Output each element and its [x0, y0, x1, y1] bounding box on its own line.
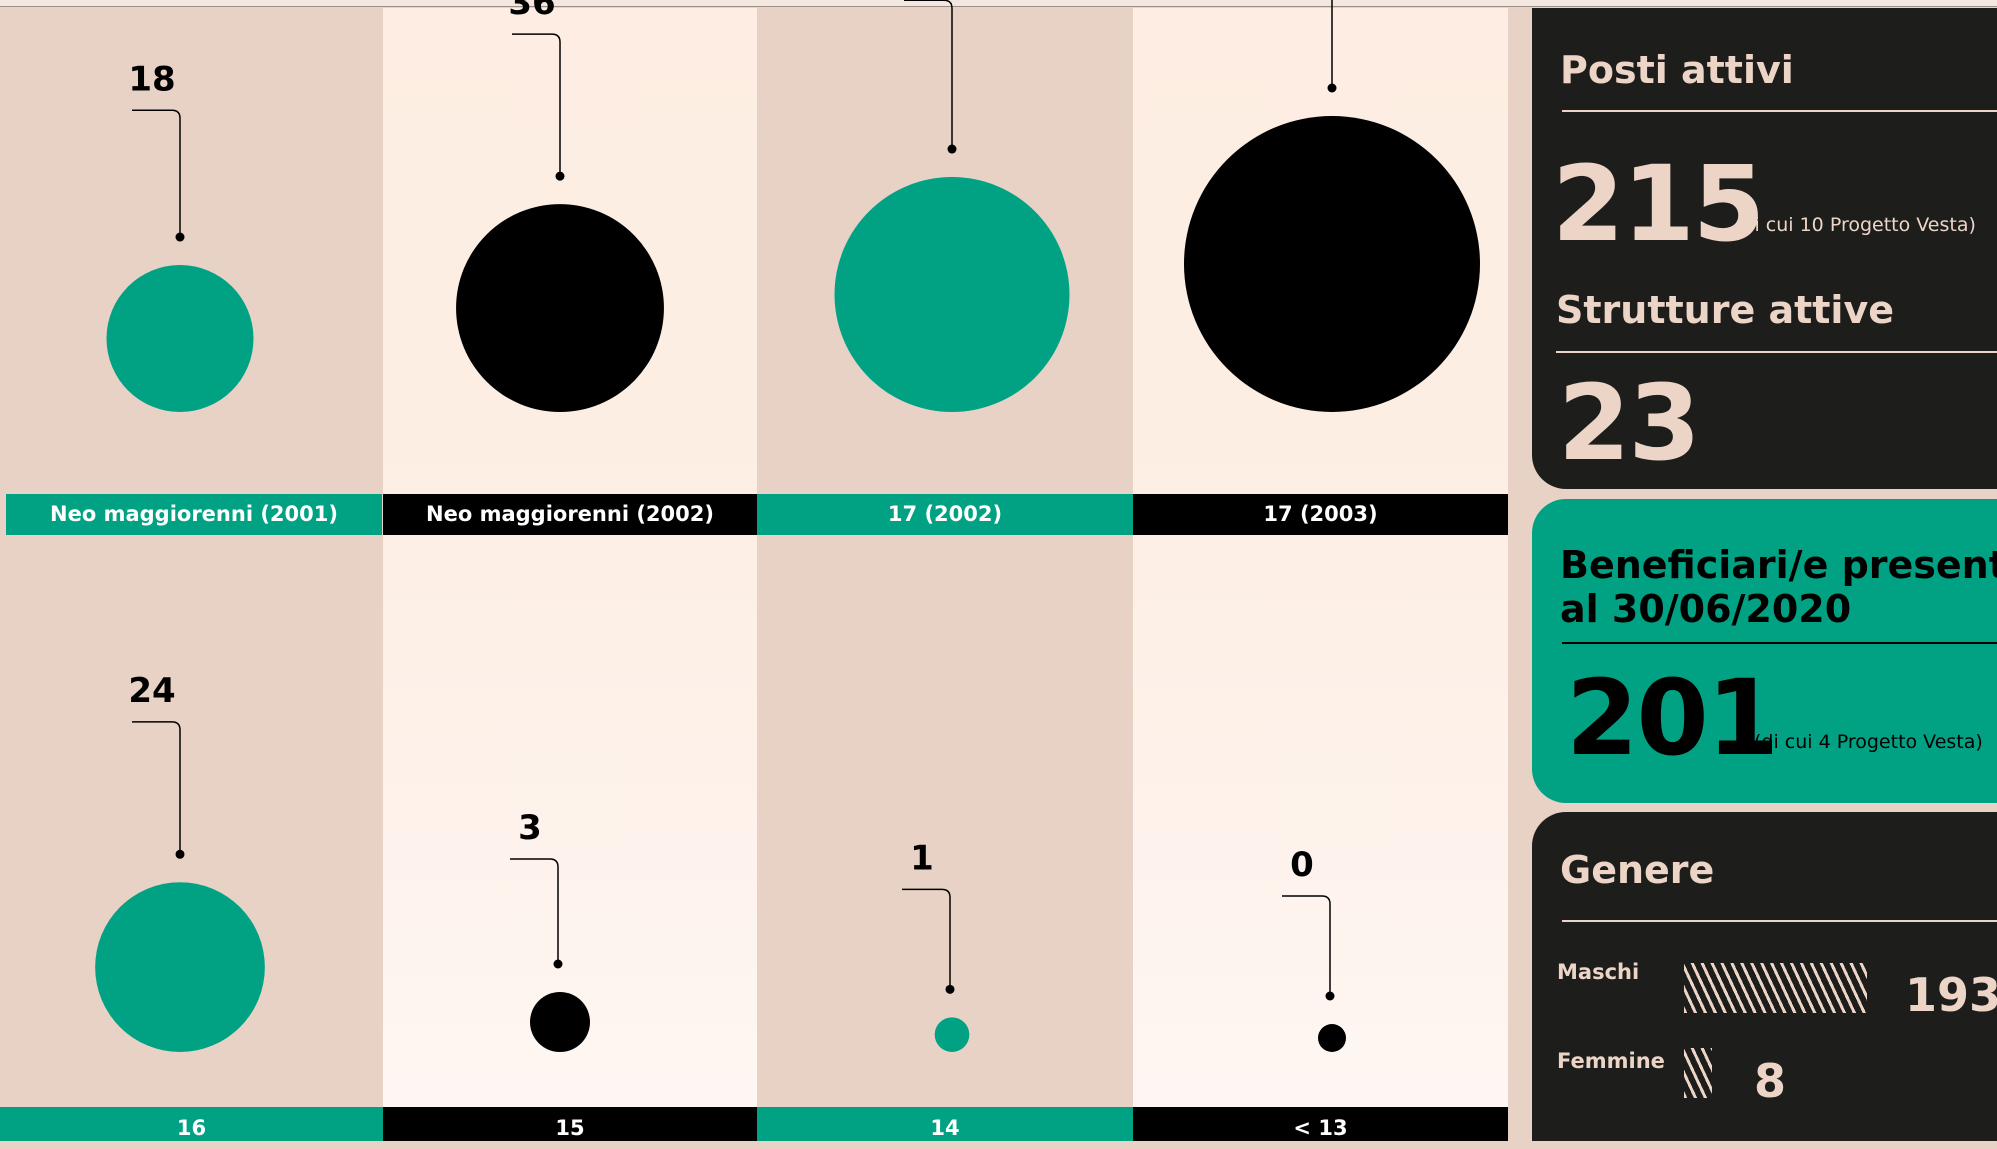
bubble-group: 3 [510, 808, 591, 1052]
posti-attivi-note: (di cui 10 Progetto Vesta) [1735, 214, 1976, 236]
category-label: 17 (2003) [1133, 494, 1508, 535]
leader-dot [175, 849, 185, 859]
leader-line [904, 0, 953, 150]
divider [1556, 351, 1997, 353]
top-border [0, 0, 1997, 7]
maschi-value: 193 [1905, 968, 1997, 1022]
bubble-group: 18 [106, 59, 254, 412]
bubble-group: 73 [1184, 0, 1480, 412]
beneficiari-panel: Beneficiari/e presenti al 30/06/2020 201… [1532, 499, 1997, 803]
bubble [934, 1017, 970, 1052]
leader-dot [553, 959, 563, 969]
strutture-attive-value: 23 [1558, 362, 1701, 484]
leader-line [512, 33, 561, 177]
leader-line [132, 721, 181, 855]
category-label: < 13 [1133, 1107, 1508, 1141]
divider [1562, 110, 1997, 112]
bubble [456, 204, 664, 412]
leader-line [132, 109, 181, 238]
bubble [529, 991, 591, 1052]
bubble-group: 0 [1282, 845, 1346, 1052]
leader-line [1282, 895, 1331, 996]
value-label: 3 [518, 808, 542, 848]
bubble-group: 24 [95, 671, 265, 1052]
leader-dot [175, 232, 185, 242]
divider [1562, 920, 1997, 922]
bubble-group: 46 [834, 0, 1070, 412]
leader-dot [947, 144, 957, 154]
maschi-label: Maschi [1557, 960, 1640, 984]
divider [1562, 642, 1997, 644]
genere-title: Genere [1560, 848, 1715, 892]
strutture-attive-title: Strutture attive [1556, 288, 1894, 332]
bubble [1318, 1024, 1346, 1052]
femmine-value: 8 [1754, 1054, 1787, 1108]
femmine-label: Femmine [1557, 1049, 1665, 1073]
leader-dot [1325, 991, 1335, 1001]
bubble [95, 882, 265, 1052]
beneficiari-title-line1: Beneficiari/e presenti [1560, 543, 1997, 587]
column-gap-background [1508, 8, 1532, 1141]
bubble-group: 36 [456, 0, 664, 412]
category-label: 14 [757, 1107, 1133, 1141]
leader-dot [945, 984, 955, 994]
value-label: 36 [508, 0, 555, 23]
column-2-background [383, 8, 757, 1141]
leader-line [1331, 0, 1333, 88]
leader-line [902, 888, 951, 990]
category-label: 15 [383, 1107, 757, 1141]
bubble [1184, 116, 1480, 412]
value-label: 0 [1290, 845, 1314, 885]
leader-line [510, 858, 559, 964]
value-label: 1 [910, 838, 934, 878]
category-label: 17 (2002) [757, 494, 1133, 535]
maschi-bar [1684, 963, 1867, 1013]
bubble-group: 1 [902, 838, 970, 1052]
bubble [834, 177, 1070, 412]
femmine-bar [1684, 1048, 1712, 1098]
category-label: 16 [0, 1107, 383, 1141]
category-label: Neo maggiorenni (2002) [383, 494, 757, 535]
beneficiari-title-line2: al 30/06/2020 [1560, 587, 1852, 631]
value-label: 18 [128, 59, 175, 99]
category-label: Neo maggiorenni (2001) [6, 494, 382, 535]
posti-strutture-panel: Posti attivi 215 (di cui 10 Progetto Ves… [1532, 8, 1997, 489]
beneficiari-value: 201 [1566, 657, 1779, 779]
bubble [106, 265, 254, 412]
value-label: 24 [128, 671, 175, 711]
posti-attivi-title: Posti attivi [1560, 48, 1794, 92]
posti-attivi-value: 215 [1552, 143, 1765, 265]
genere-panel: Genere Maschi 193 Femmine 8 [1532, 812, 1997, 1141]
leader-dot [555, 171, 565, 181]
beneficiari-note: (di cui 4 Progetto Vesta) [1754, 731, 1983, 753]
leader-dot [1327, 83, 1337, 93]
